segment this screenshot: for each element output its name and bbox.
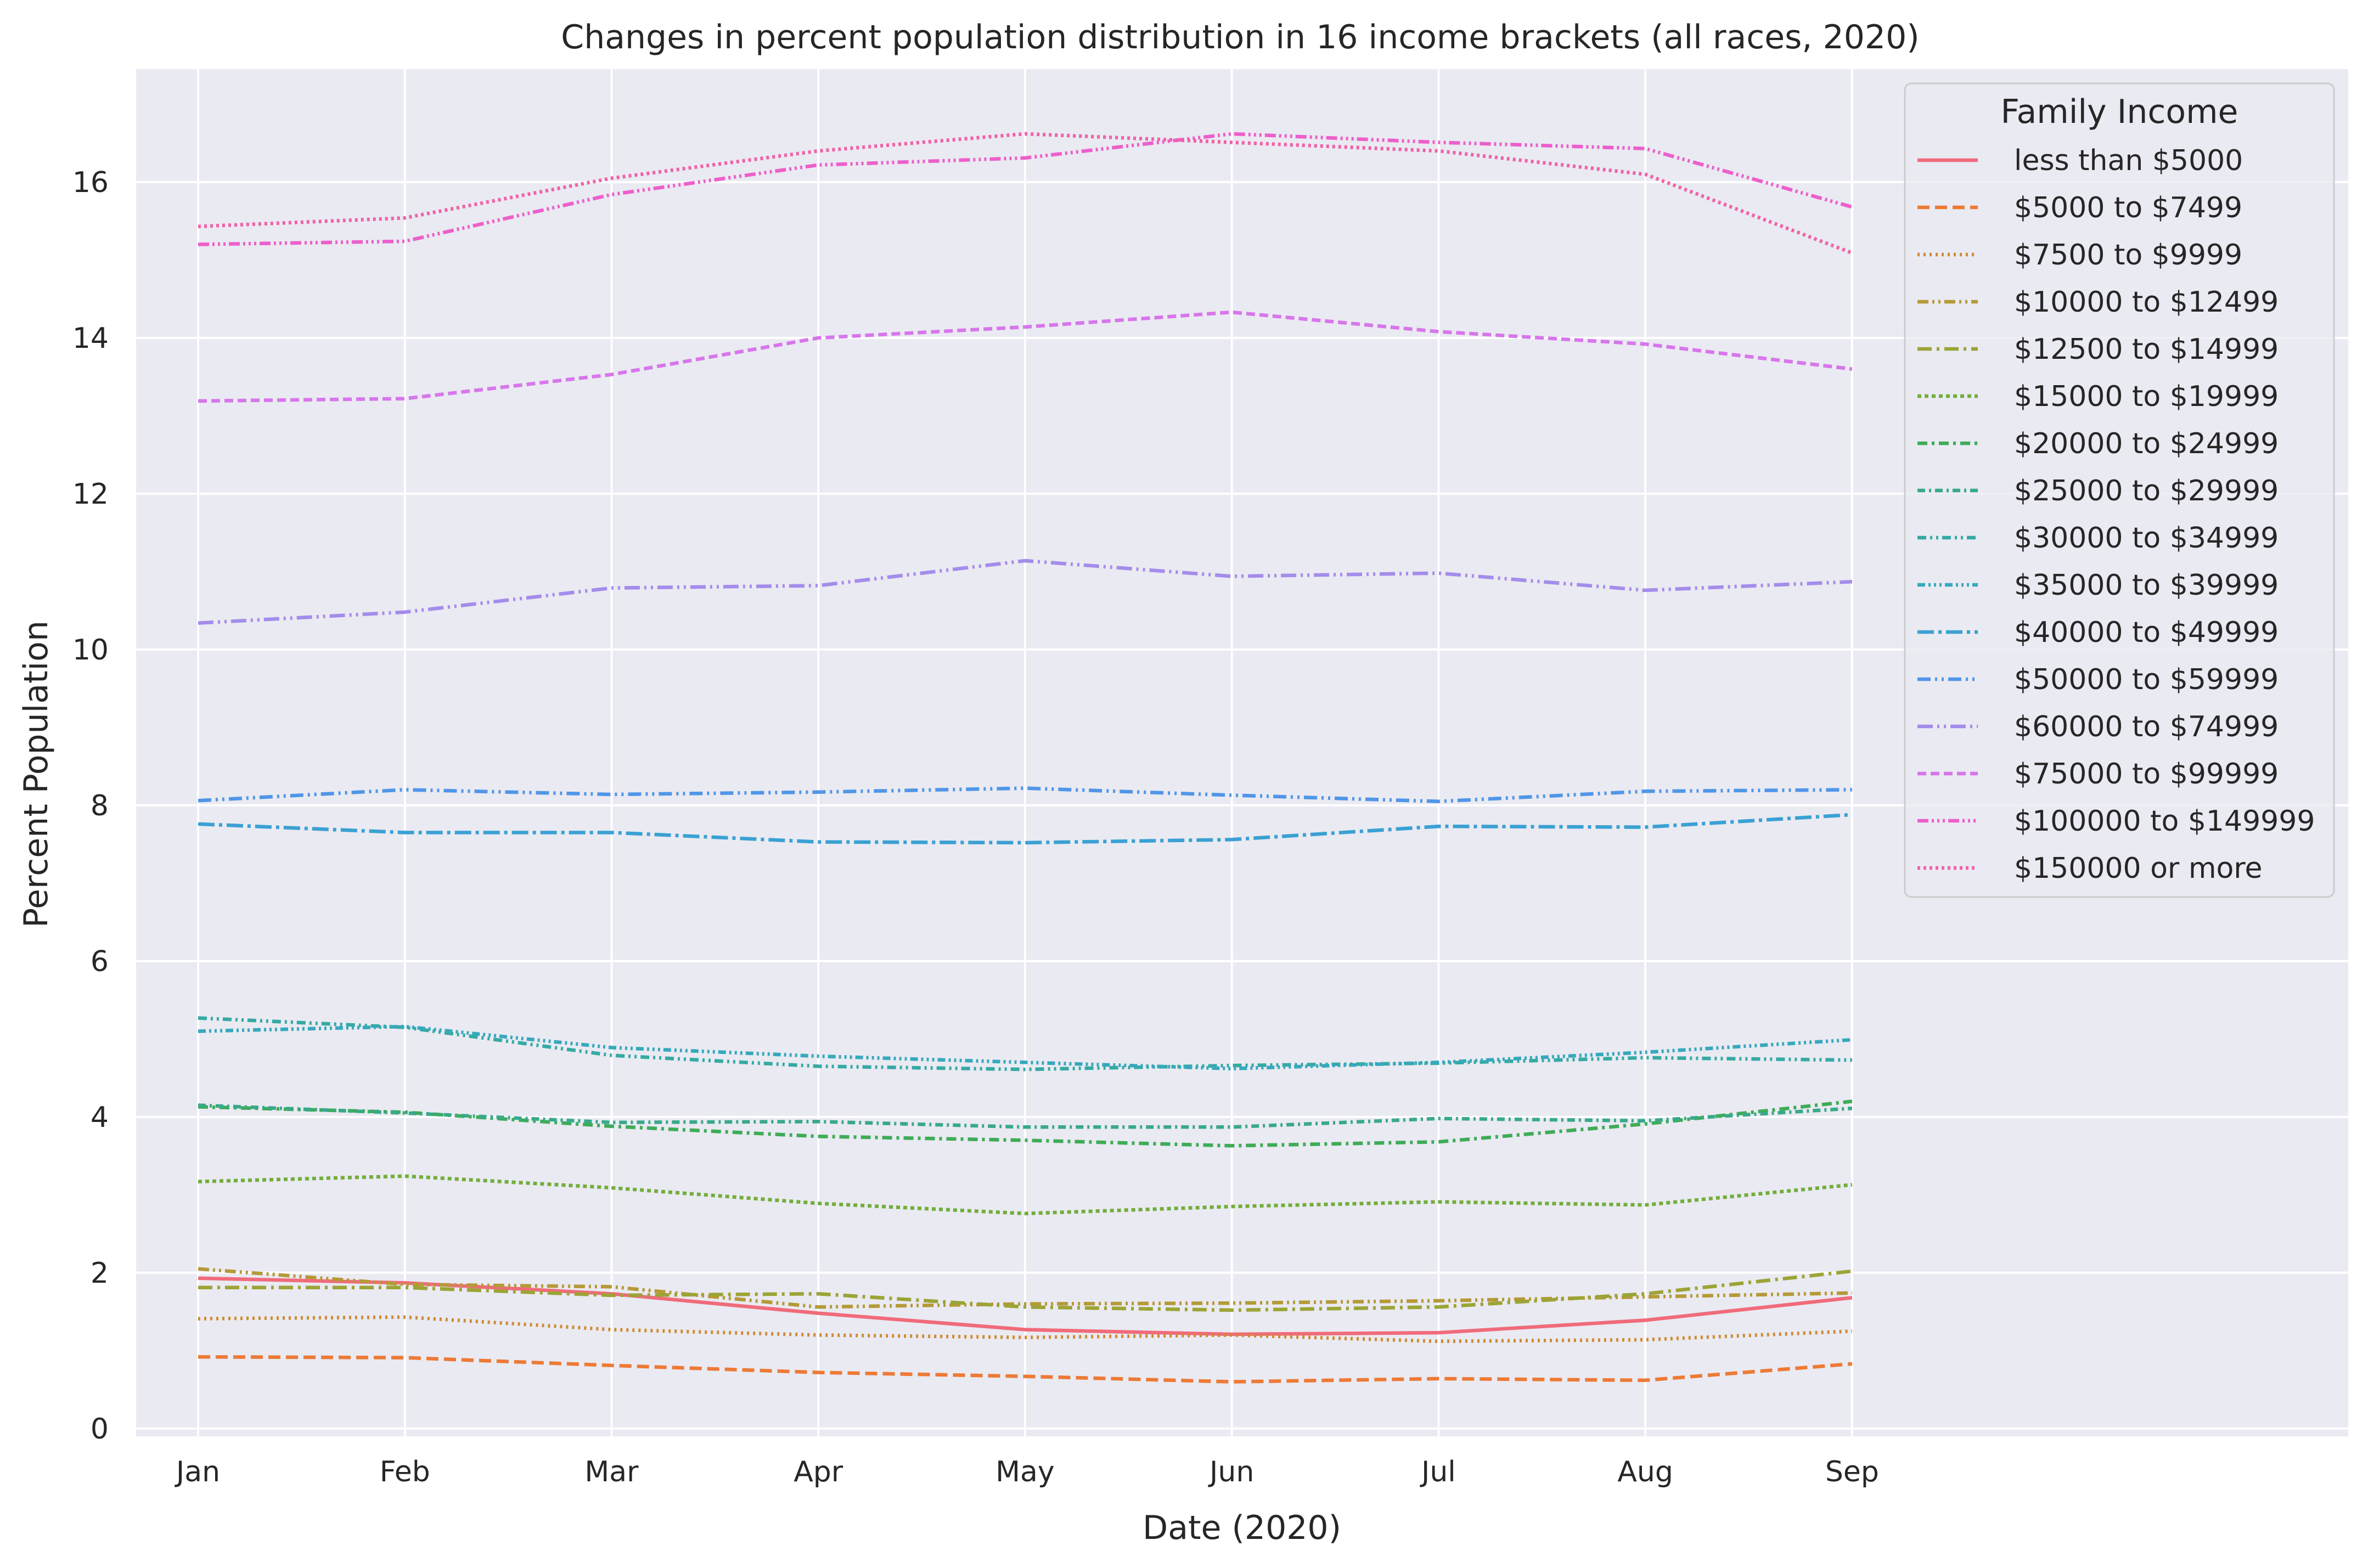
series-line (198, 132, 1853, 246)
chart-title: Changes in percent population distributi… (561, 18, 1919, 57)
x-axis-ticks: Jan Feb Mar Apr May Jun Jul Aug Sep (175, 1456, 1879, 1488)
x-tick-label: Sep (1825, 1456, 1879, 1488)
legend-label: $5000 to $7499 (2014, 191, 2242, 224)
legend-label: $50000 to $59999 (2014, 663, 2279, 696)
series-line (198, 813, 1853, 845)
legend-entries: less than $5000 $5000 to $7499 $7500 to $9… (1917, 144, 2315, 885)
series-line (198, 1099, 1853, 1148)
series-line (198, 132, 1853, 255)
x-axis-label: Date (2020) (1143, 1509, 1341, 1547)
legend-label: $75000 to $99999 (2014, 758, 2279, 791)
y-tick-label: 10 (72, 634, 109, 667)
legend-label: $15000 to $19999 (2014, 380, 2279, 413)
x-tick-label: Feb (380, 1456, 430, 1488)
legend-label: $40000 to $49999 (2014, 616, 2279, 649)
y-tick-label: 4 (91, 1101, 109, 1134)
x-tick-label: Mar (584, 1456, 639, 1488)
legend-frame (1904, 82, 2335, 898)
x-tick-label: May (995, 1456, 1055, 1488)
y-axis-ticks: 0 2 4 6 8 10 12 14 16 (72, 166, 109, 1446)
legend: Family Income less than $5000 $5000 to $7… (1904, 82, 2335, 898)
series-line (198, 1355, 1853, 1384)
y-tick-label: 6 (91, 945, 109, 978)
legend-label: $10000 to $12499 (2014, 286, 2279, 319)
series-line (198, 559, 1853, 625)
y-tick-label: 0 (91, 1413, 109, 1446)
legend-label: $25000 to $29999 (2014, 475, 2279, 507)
legend-label: $7500 to $9999 (2014, 239, 2242, 272)
legend-label: $20000 to $24999 (2014, 427, 2279, 460)
y-tick-label: 14 (72, 322, 109, 355)
series-line (198, 1024, 1853, 1071)
x-tick-label: Jun (1208, 1456, 1254, 1488)
y-tick-label: 12 (72, 478, 109, 511)
y-axis-label: Percent Population (17, 621, 55, 928)
series-line (198, 1174, 1853, 1216)
legend-label: $100000 to $149999 (2014, 805, 2315, 838)
series-line (198, 1016, 1852, 1071)
series-line (198, 1269, 1853, 1312)
series-line (198, 1103, 1853, 1129)
y-tick-label: 16 (72, 166, 109, 199)
x-tick-label: Jan (175, 1456, 220, 1488)
y-tick-label: 8 (91, 789, 109, 822)
legend-title: Family Income (2001, 93, 2238, 131)
legend-label: $150000 or more (2014, 852, 2263, 885)
series-line (198, 1315, 1853, 1344)
legend-label: less than $5000 (2014, 144, 2243, 177)
legend-label: $60000 to $74999 (2014, 710, 2279, 743)
x-tick-label: Aug (1617, 1456, 1673, 1488)
legend-label: $35000 to $39999 (2014, 569, 2279, 602)
series-line (198, 310, 1853, 403)
x-tick-label: Apr (794, 1456, 843, 1488)
legend-label: $30000 to $34999 (2014, 522, 2279, 555)
y-tick-label: 2 (91, 1257, 109, 1290)
series-lines (198, 132, 1853, 1384)
x-tick-label: Jul (1420, 1456, 1456, 1488)
legend-label: $12500 to $14999 (2014, 333, 2279, 366)
